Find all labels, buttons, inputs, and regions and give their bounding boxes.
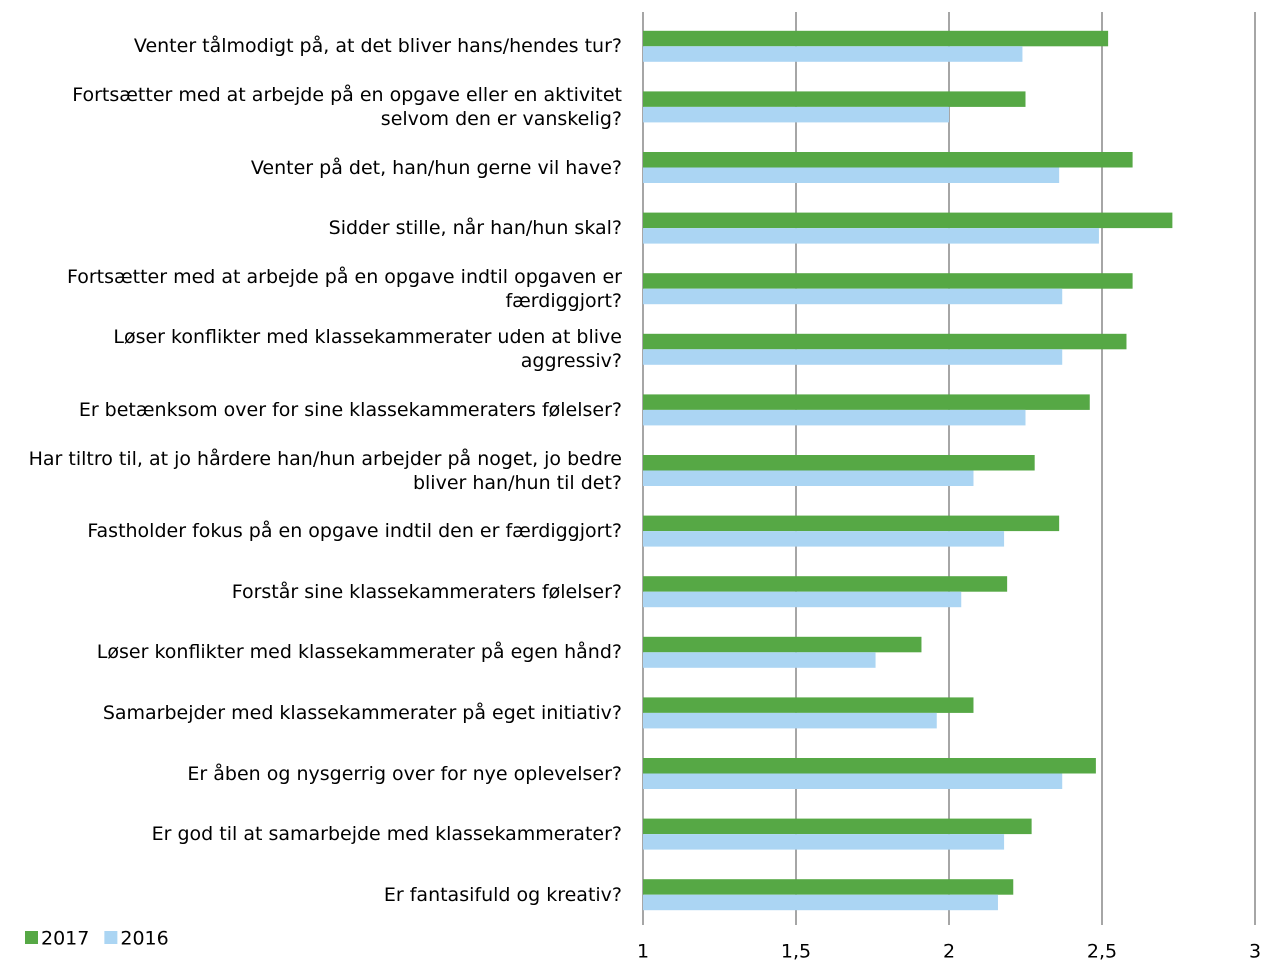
bar <box>643 91 1026 107</box>
bar <box>643 894 998 911</box>
category-label: Sidder stille, når han/hun skal? <box>328 217 622 240</box>
bar <box>643 576 1008 592</box>
bar <box>643 455 1035 471</box>
bar <box>643 273 1133 289</box>
x-tick-label: 3 <box>1249 941 1261 963</box>
x-tick-label: 1,5 <box>781 941 811 963</box>
legend-label: 2016 <box>120 928 168 950</box>
category-label: Er betænksom over for sine klassekammera… <box>78 398 622 421</box>
category-label: Er god til at samarbejde med klassekamme… <box>151 823 622 846</box>
bar <box>643 773 1063 789</box>
category-label: Fortsætter med at arbejde på en opgave i… <box>66 265 622 312</box>
x-tick-label: 2 <box>943 941 955 963</box>
bar <box>643 636 922 653</box>
category-label: Venter tålmodigt på, at det bliver hans/… <box>133 35 622 58</box>
bar <box>643 152 1133 168</box>
category-label: Forstår sine klassekammeraters følelser? <box>231 580 622 603</box>
bar <box>643 834 1005 850</box>
legend-label: 2017 <box>41 928 89 950</box>
bar <box>643 349 1063 365</box>
category-label: Løser konflikter med klassekammerater på… <box>96 641 622 664</box>
bar <box>643 288 1063 305</box>
bar <box>643 652 876 668</box>
category-label: Fastholder fokus på en opgave indtil den… <box>87 520 622 543</box>
x-tick-label: 1 <box>637 941 649 963</box>
category-label: Er åben og nysgerrig over for nye opleve… <box>187 762 622 785</box>
bar <box>643 591 962 608</box>
bar <box>643 167 1060 183</box>
bar <box>643 228 1099 244</box>
category-label: Fortsætter med at arbejde på en opgave e… <box>72 83 622 130</box>
bar <box>643 212 1173 229</box>
category-label: Løser konflikter med klassekammerater ud… <box>113 326 622 373</box>
category-label: Samarbejder med klassekammerater på eget… <box>102 701 622 724</box>
category-label: Er fantasifuld og kreativ? <box>383 883 622 906</box>
bar <box>643 758 1096 774</box>
bar <box>643 697 974 713</box>
bar <box>643 106 949 123</box>
bar <box>643 333 1127 350</box>
bar <box>643 30 1109 47</box>
bar <box>643 409 1026 426</box>
x-tick-label: 2,5 <box>1087 941 1117 963</box>
legend-swatch <box>104 931 118 944</box>
bar <box>643 531 1005 547</box>
bar <box>643 712 937 729</box>
bar <box>643 515 1060 532</box>
bar <box>643 879 1014 895</box>
bar <box>643 394 1090 410</box>
bar <box>643 818 1032 835</box>
bar <box>643 46 1023 62</box>
legend-swatch <box>25 931 38 944</box>
category-label: Venter på det, han/hun gerne vil have? <box>250 156 622 179</box>
bar <box>643 470 974 486</box>
category-label: Har tiltro til, at jo hårdere han/hun ar… <box>28 447 622 494</box>
